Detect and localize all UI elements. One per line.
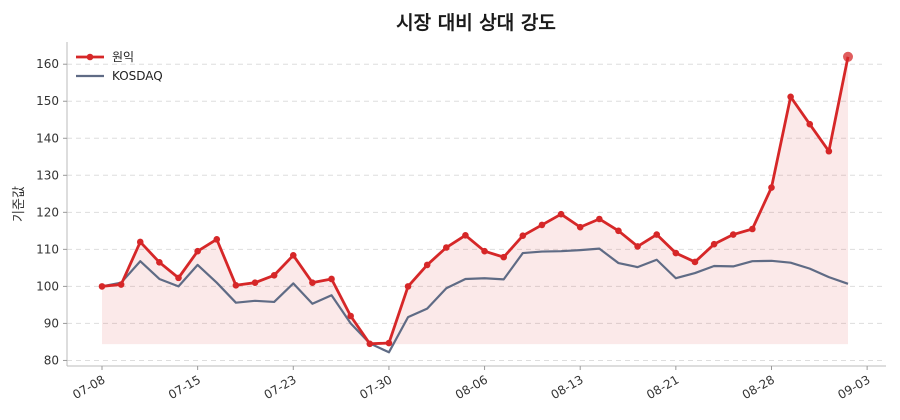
legend-marker-wonik [86, 53, 94, 61]
point-wonik-21 [500, 253, 507, 261]
point-wonik-30 [672, 249, 680, 257]
point-wonik-13 [347, 312, 354, 320]
point-wonik-34 [749, 225, 756, 233]
y-tick-label-160: 160 [36, 57, 59, 71]
point-wonik-37 [806, 120, 814, 128]
point-wonik-23 [538, 221, 546, 229]
point-wonik-27 [615, 227, 622, 235]
point-wonik-11 [309, 279, 316, 286]
x-tick-label-07-30: 07-30 [357, 372, 394, 402]
x-tick-label-07-15: 07-15 [166, 372, 203, 402]
point-wonik-26 [596, 215, 603, 223]
y-tick-label-140: 140 [36, 131, 59, 145]
point-wonik-5 [194, 247, 201, 255]
point-wonik-31 [691, 258, 699, 266]
point-wonik-39 [843, 51, 853, 62]
y-tick-label-120: 120 [36, 205, 59, 219]
legend-label-kosdaq: KOSDAQ [112, 69, 163, 83]
y-axis-label: 기준값 [12, 186, 27, 222]
point-wonik-20 [481, 247, 488, 255]
x-tick-label-08-21: 08-21 [644, 372, 681, 402]
y-tick-label-80: 80 [44, 353, 59, 367]
x-tick-label-07-08: 07-08 [70, 372, 107, 402]
x-tick-label-08-28: 08-28 [740, 372, 777, 402]
x-tick-label-07-23: 07-23 [262, 372, 299, 402]
point-wonik-4 [175, 274, 182, 282]
y-tick-label-150: 150 [36, 94, 59, 108]
y-tick-label-90: 90 [44, 316, 59, 330]
y-tick-label-130: 130 [36, 168, 59, 182]
point-wonik-12 [328, 275, 335, 283]
point-wonik-24 [557, 210, 565, 218]
fill-layer [102, 56, 848, 345]
point-wonik-15 [385, 339, 393, 347]
series-line-kosdaq [101, 247, 849, 354]
point-wonik-19 [462, 231, 469, 239]
point-wonik-14 [366, 340, 374, 348]
point-wonik-6 [213, 236, 221, 243]
legend-label-wonik: 원익 [112, 50, 134, 64]
point-wonik-10 [289, 251, 297, 259]
point-wonik-38 [825, 147, 833, 155]
point-wonik-1 [117, 281, 125, 288]
point-wonik-3 [156, 259, 163, 266]
point-wonik-16 [404, 283, 412, 290]
point-wonik-25 [576, 223, 584, 231]
point-wonik-32 [710, 240, 718, 248]
x-tick-label-08-13: 08-13 [549, 372, 586, 402]
point-wonik-17 [423, 261, 431, 269]
point-wonik-28 [634, 243, 641, 250]
series-line-wonik [101, 56, 850, 346]
series-layer [98, 51, 853, 354]
point-wonik-7 [232, 281, 240, 289]
point-wonik-35 [768, 184, 775, 191]
point-wonik-9 [270, 271, 278, 279]
x-tick-label-08-06: 08-06 [453, 372, 490, 402]
point-wonik-18 [443, 244, 450, 251]
point-wonik-22 [519, 232, 527, 239]
point-wonik-29 [653, 231, 661, 238]
point-wonik-0 [98, 283, 106, 290]
point-wonik-33 [729, 231, 737, 238]
chart-title: 시장 대비 상대 강도 [396, 12, 556, 34]
point-wonik-8 [251, 279, 259, 286]
y-tick-label-100: 100 [36, 279, 59, 293]
grid-layer [67, 63, 886, 361]
y-tick-label-110: 110 [36, 242, 59, 256]
x-tick-label-09-03: 09-03 [835, 372, 872, 402]
legend: 원익 KOSDAQ [76, 50, 163, 83]
point-wonik-36 [787, 93, 794, 101]
area-fill-wonik [102, 56, 848, 345]
point-wonik-2 [136, 238, 144, 246]
